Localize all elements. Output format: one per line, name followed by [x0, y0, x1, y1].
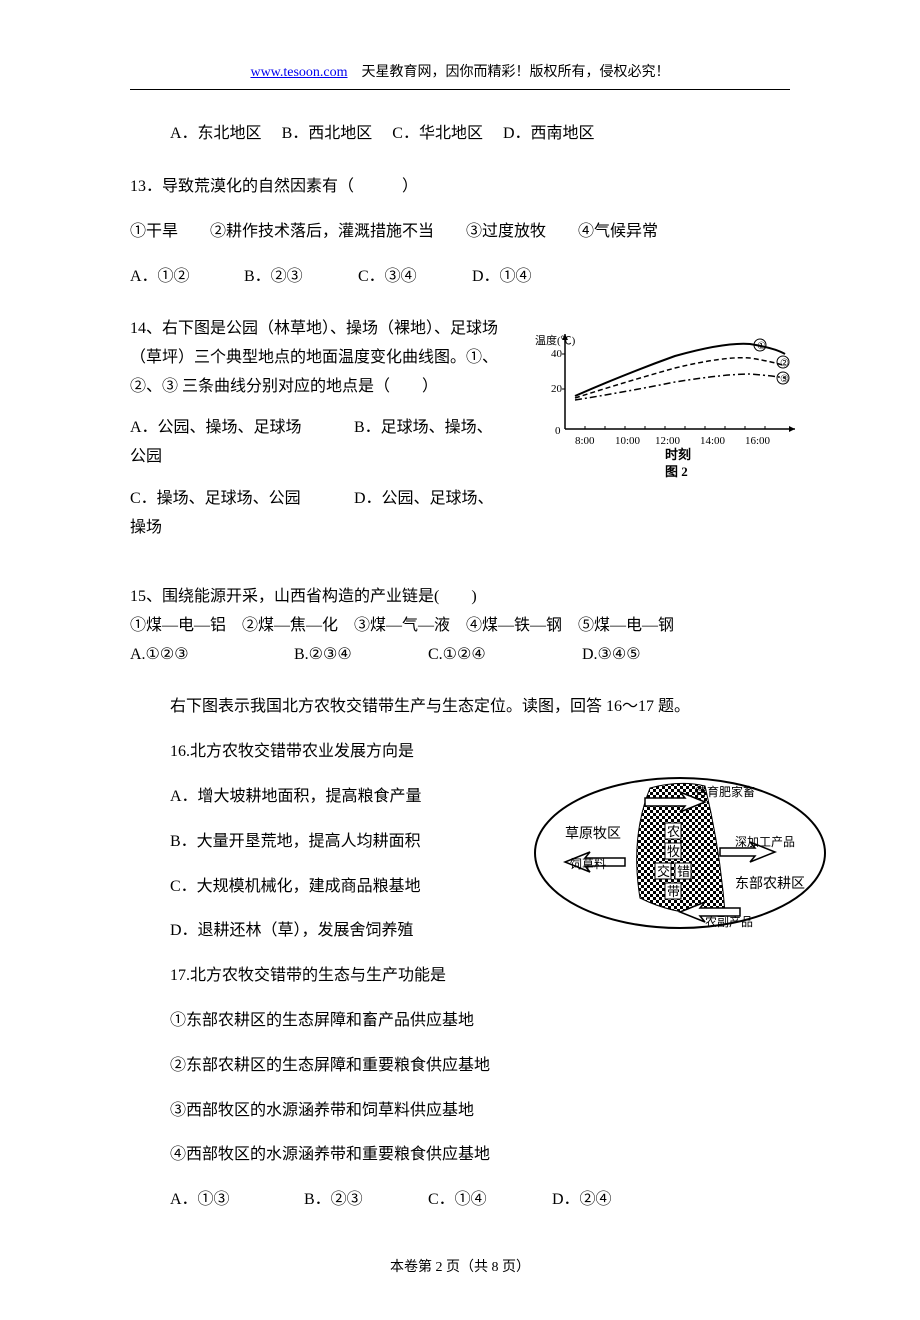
q16-stem: 16.北方农牧交错带农业发展方向是 [170, 738, 790, 767]
chart-label-3: ③ [780, 374, 789, 385]
q14-chart: 温度(℃) 40 20 0 ① ② ③ 8:00 [530, 329, 810, 489]
q12-options: A．东北地区 B．西北地区 C．华北地区 D．西南地区 [170, 120, 790, 149]
header-link[interactable]: www.tesoon.com [250, 65, 347, 80]
chart-yt-20: 20 [551, 383, 563, 395]
q16-diagram: 草原牧区 东部农耕区 农 牧 交 错 带 待育肥家畜 饲草料 深加工产品 农副产… [530, 768, 830, 938]
q15-opt-b: B.②③④ [294, 641, 424, 670]
chart-label-2: ② [780, 358, 789, 369]
q12-opt-d: D．西南地区 [503, 125, 595, 142]
q14-opts: A．公园、操场、足球场 B．足球场、操场、公园 C．操场、足球场、公园 D．公园… [130, 414, 506, 543]
chart-title: 图 2 [665, 464, 688, 479]
q17-opts: A．①③ B．②③ C．①④ D．②④ [170, 1186, 790, 1215]
diag-arrow-t3: 深加工产品 [735, 835, 795, 849]
q17-opt-a: A．①③ [170, 1186, 300, 1215]
q13-opt-a: A．①② [130, 263, 240, 292]
q12-opt-a: A．东北地区 [170, 125, 262, 142]
chart-ylabel: 温度(℃) [535, 333, 576, 347]
q17-opt-d: D．②④ [552, 1191, 612, 1208]
q16-block: 草原牧区 东部农耕区 农 牧 交 错 带 待育肥家畜 饲草料 深加工产品 农副产… [130, 738, 790, 946]
q15-stem: 15、围绕能源开采，山西省构造的产业链是( ) [130, 583, 790, 612]
chart-xt-3: 14:00 [700, 435, 726, 447]
q13: 13．导致荒漠化的自然因素有（ ） ①干旱 ②耕作技术落后，灌溉措施不当 ③过度… [130, 173, 790, 291]
q17-i2: ②东部农耕区的生态屏障和重要粮食供应基地 [170, 1052, 790, 1081]
diag-right: 东部农耕区 [735, 875, 805, 892]
q17-i4: ④西部牧区的水源涵养带和重要粮食供应基地 [170, 1141, 790, 1170]
chart-xt-2: 12:00 [655, 435, 681, 447]
diag-arrow-t1: 待育肥家畜 [695, 784, 755, 799]
q16-opt-c: C．大规模机械化，建成商品粮基地 [170, 873, 533, 902]
q16-opts: A．增大坡耕地面积，提高粮食产量 B．大量开垦荒地，提高人均耕面积 C．大规模机… [170, 783, 533, 946]
q14-opt-a: A．公园、操场、足球场 [130, 414, 350, 443]
q15-opt-a: A.①②③ [130, 641, 290, 670]
q17-opt-b: B．②③ [304, 1186, 424, 1215]
chart-xt-1: 10:00 [615, 435, 641, 447]
q15-opts: A.①②③ B.②③④ C.①②④ D.③④⑤ [130, 641, 790, 670]
svg-text:错: 错 [677, 864, 690, 879]
q17-stem: 17.北方农牧交错带的生态与生产功能是 [170, 962, 790, 991]
q13-opt-d: D．①④ [472, 263, 582, 292]
chart-xlabel: 时刻 [665, 447, 691, 462]
q12-opt-b: B．西北地区 [282, 125, 373, 142]
q13-opts: A．①② B．②③ C．③④ D．①④ [130, 263, 790, 292]
svg-text:农: 农 [667, 824, 680, 839]
q17: 17.北方农牧交错带的生态与生产功能是 ①东部农耕区的生态屏障和畜产品供应基地 … [130, 962, 790, 1215]
chart-label-1: ① [757, 341, 766, 352]
q13-opt-c: C．③④ [358, 263, 468, 292]
chart-xt-0: 8:00 [575, 435, 595, 447]
q15-opt-c: C.①②④ [428, 641, 578, 670]
q15-items: ①煤—电—铝 ②煤—焦—化 ③煤—气—液 ④煤—铁—钢 ⑤煤—电—钢 [130, 612, 790, 641]
q14-stem: 14、右下图是公园（林草地）、操场（裸地）、足球场（草坪）三个典型地点的地面温度… [130, 315, 506, 401]
q13-stem: 13．导致荒漠化的自然因素有（ ） [130, 173, 790, 202]
svg-text:带: 带 [667, 884, 680, 899]
q16-opt-b: B．大量开垦荒地，提高人均耕面积 [170, 828, 533, 857]
q13-items: ①干旱 ②耕作技术落后，灌溉措施不当 ③过度放牧 ④气候异常 [130, 218, 790, 247]
q16-opt-a: A．增大坡耕地面积，提高粮食产量 [170, 783, 533, 812]
q16-intro: 右下图表示我国北方农牧交错带生产与生态定位。读图，回答 16～17 题。 [170, 693, 790, 722]
diag-arrow-t2: 饲草料 [570, 857, 606, 871]
chart-xt-4: 16:00 [745, 435, 771, 447]
q13-opt-b: B．②③ [244, 263, 354, 292]
q17-i3: ③西部牧区的水源涵养带和饲草料供应基地 [170, 1097, 790, 1126]
q15-opt-d: D.③④⑤ [582, 646, 641, 663]
chart-yt-0: 0 [555, 425, 561, 437]
q14-opt-c: C．操场、足球场、公园 [130, 485, 350, 514]
chart-yt-40: 40 [551, 348, 563, 360]
q17-i1: ①东部农耕区的生态屏障和畜产品供应基地 [170, 1007, 790, 1036]
diag-left: 草原牧区 [565, 826, 621, 842]
diag-arrow-t4: 农副产品 [705, 915, 753, 929]
q15: 15、围绕能源开采，山西省构造的产业链是( ) ①煤—电—铝 ②煤—焦—化 ③煤… [130, 583, 790, 669]
header-slogan: 天星教育网，因你而精彩！版权所有，侵权必究！ [348, 65, 670, 80]
q16-opt-d: D．退耕还林（草），发展舍饲养殖 [170, 917, 533, 946]
q12-opt-c: C．华北地区 [392, 125, 483, 142]
page-footer: 本卷第 2 页（共 8 页） [130, 1255, 790, 1280]
q14: 14、右下图是公园（林草地）、操场（裸地）、足球场（草坪）三个典型地点的地面温度… [130, 315, 790, 543]
q17-opt-c: C．①④ [428, 1186, 548, 1215]
svg-text:牧: 牧 [667, 844, 680, 859]
page-header: www.tesoon.com 天星教育网，因你而精彩！版权所有，侵权必究！ [130, 60, 790, 90]
svg-text:交: 交 [657, 864, 670, 879]
